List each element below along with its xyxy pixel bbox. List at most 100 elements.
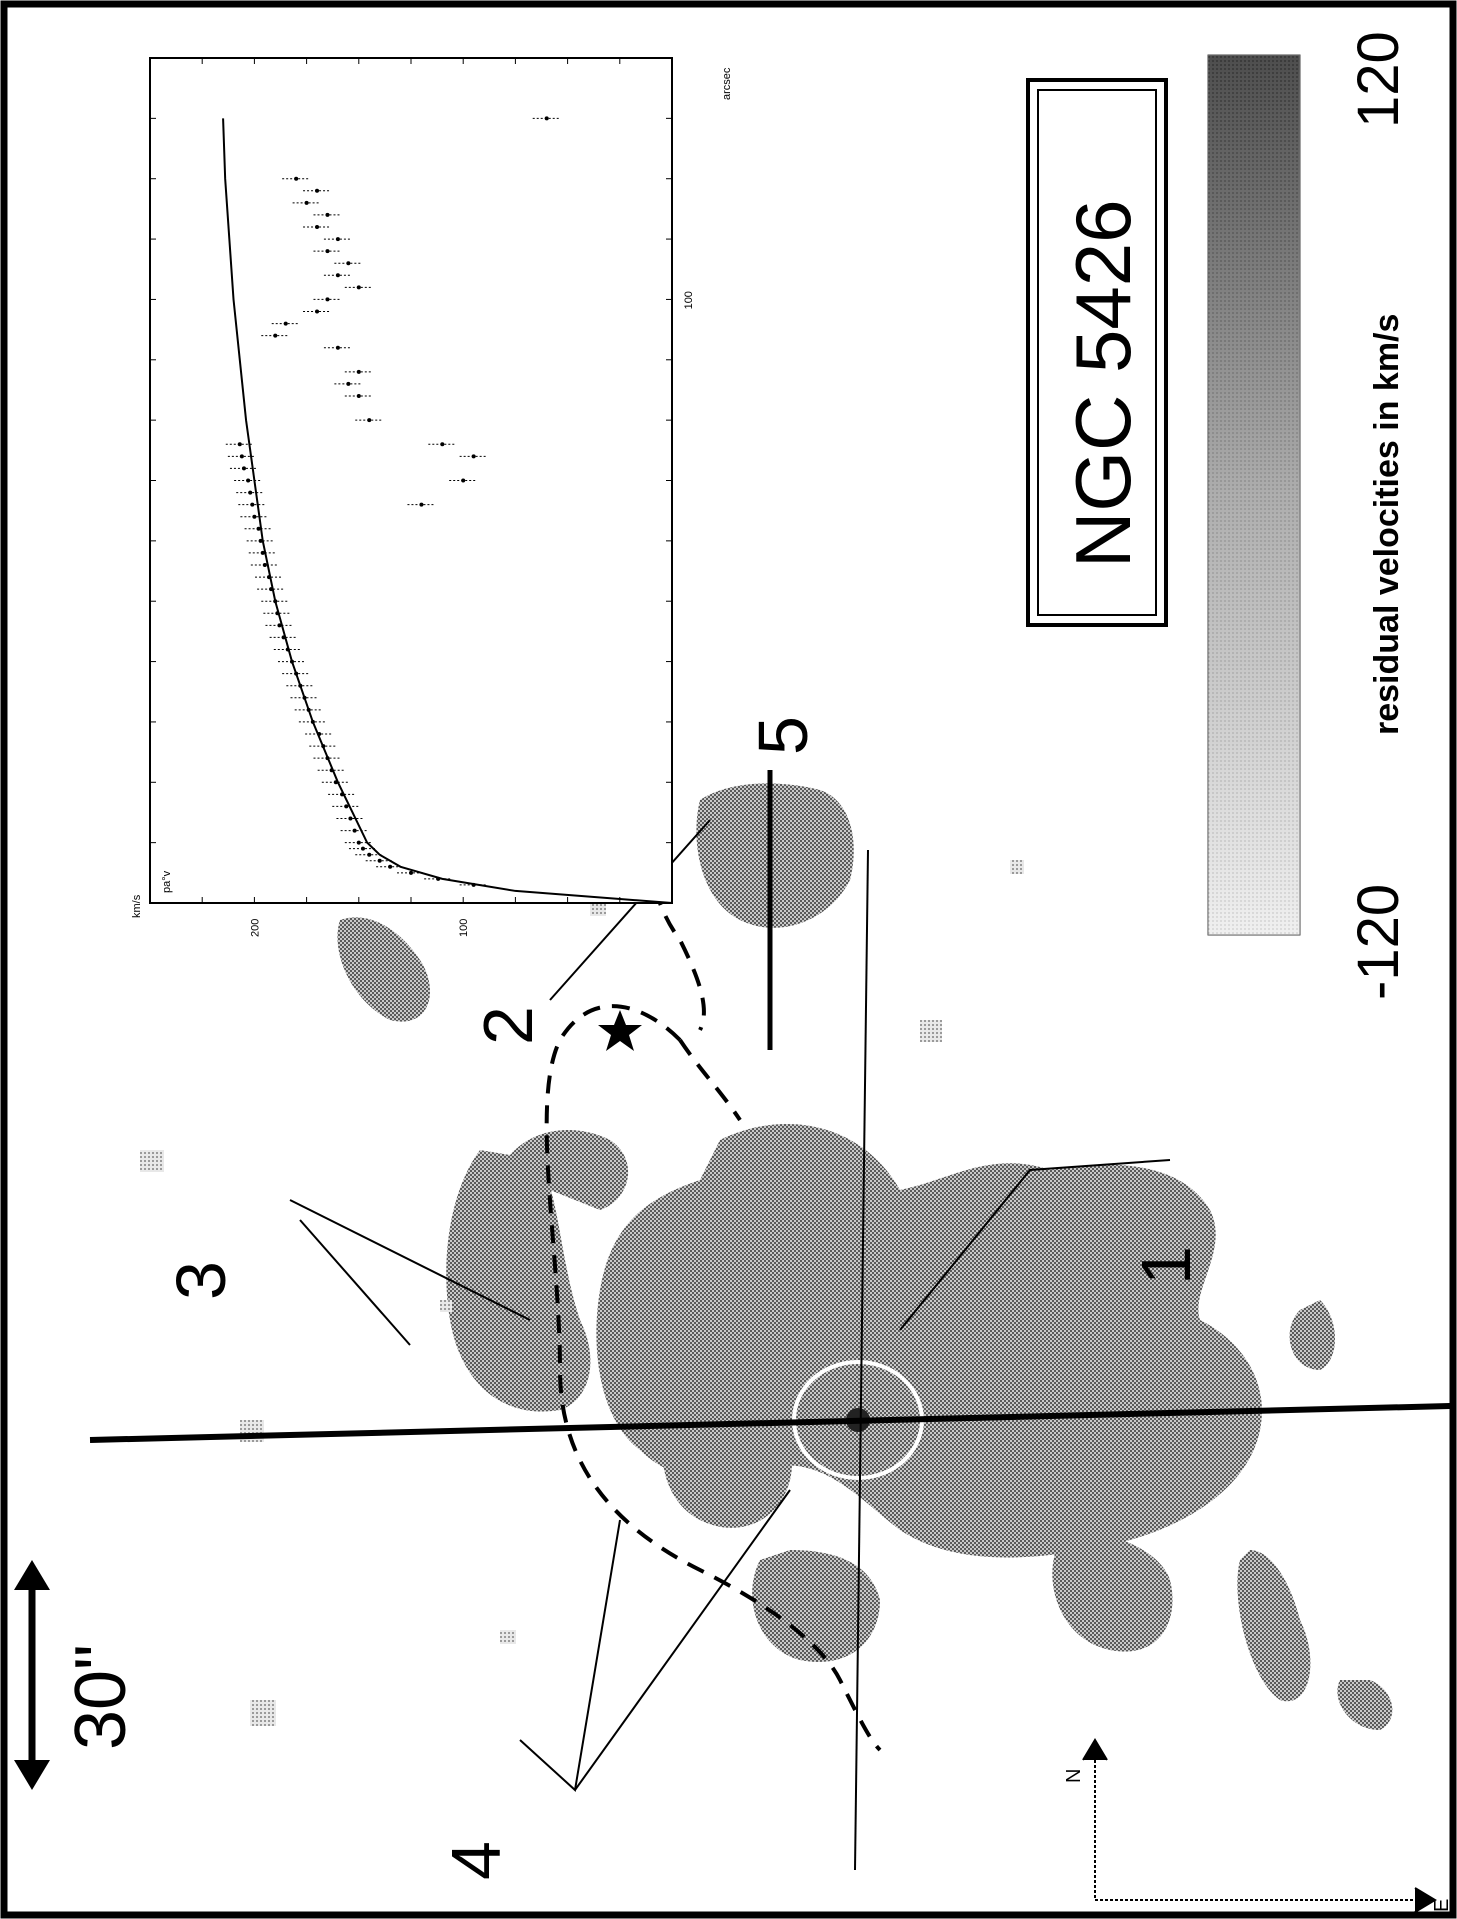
- leader-4b: [574, 1489, 791, 1791]
- data-point: [256, 526, 261, 531]
- data-point: [246, 478, 251, 483]
- data-point: [360, 846, 365, 851]
- data-point: [315, 225, 320, 229]
- data-point: [298, 683, 303, 688]
- arm-label-3: 3: [162, 1261, 240, 1300]
- data-point: [262, 563, 267, 567]
- data-point: [250, 502, 255, 507]
- scale-bar-arrow-bottom: [14, 1760, 50, 1790]
- data-point: [440, 442, 445, 447]
- x-tick-label: 100: [683, 291, 695, 309]
- rotation-curve-inset: 200 100 100 km/s arcsec pa°v: [131, 57, 733, 937]
- major-axis-line: [89, 1403, 1451, 1443]
- data-point: [419, 502, 424, 507]
- data-point: [239, 454, 244, 459]
- inset-frame: [149, 57, 673, 904]
- data-point: [260, 550, 265, 555]
- data-point: [344, 804, 349, 809]
- data-point: [329, 768, 334, 773]
- colorbar-dither-overlay: [1208, 55, 1300, 935]
- emission-region-north-1: [446, 1150, 591, 1412]
- emission-region-arm-2: [696, 783, 854, 928]
- data-point: [388, 864, 393, 869]
- data-point: [471, 454, 476, 459]
- data-point: [335, 273, 340, 278]
- dashed-ring-arc-2: [678, 1038, 742, 1122]
- inset-ticks: [149, 57, 673, 904]
- leader-2: [549, 819, 711, 1001]
- rotation-curve-line: [222, 118, 673, 904]
- data-point: [335, 345, 340, 350]
- scale-bar-label: 30": [61, 1644, 141, 1750]
- scale-bar: 30": [14, 1560, 141, 1790]
- arm-label-1: 1: [1127, 1246, 1205, 1285]
- arm-label-2: 2: [469, 1006, 547, 1045]
- data-point: [471, 882, 476, 887]
- velocity-map: 1 2 3 4 5 30" N E: [14, 716, 1453, 1913]
- data-point: [325, 297, 330, 302]
- data-point: [285, 647, 290, 652]
- data-point: [275, 611, 280, 616]
- data-point: [346, 261, 351, 266]
- data-point: [348, 816, 353, 821]
- inset-panel-tag: pa°v: [161, 870, 173, 893]
- data-point: [269, 587, 274, 592]
- data-point: [283, 321, 288, 326]
- data-point: [346, 381, 351, 386]
- minor-axis-line: [854, 849, 869, 1871]
- data-point: [252, 514, 257, 519]
- compass-north-arrow: [1082, 1738, 1108, 1761]
- data-point: [267, 575, 272, 580]
- title-box-outer: [1026, 78, 1168, 627]
- data-point: [315, 309, 320, 314]
- patch: [440, 1300, 452, 1312]
- data-point: [409, 870, 413, 875]
- patch: [250, 1700, 276, 1726]
- star-marker: [598, 1010, 642, 1051]
- patch: [140, 1150, 164, 1172]
- inset-x-axis-label: arcsec: [721, 67, 733, 100]
- data-point: [315, 188, 320, 193]
- y-tick-label: 100: [458, 919, 470, 937]
- data-point: [356, 840, 361, 845]
- compass-north-label: N: [1063, 1769, 1085, 1783]
- compass-east-arrow: [1414, 1887, 1437, 1913]
- compass-lines: [1094, 1745, 1430, 1901]
- rotation-curve-points: [225, 116, 561, 887]
- inset-x-tick-labels: 100: [683, 291, 695, 309]
- emission-region-south-3: [1289, 1300, 1335, 1370]
- data-point: [325, 249, 330, 254]
- data-point: [321, 744, 326, 749]
- data-point: [325, 756, 330, 761]
- data-point: [248, 490, 253, 495]
- data-point: [544, 116, 549, 121]
- arm-label-4: 4: [437, 1841, 515, 1880]
- data-point: [377, 858, 382, 863]
- inset-y-tick-labels: 200 100: [249, 919, 470, 937]
- emission-region-west-1: [337, 917, 430, 1022]
- colorbar-label: residual velocities in km/s: [1368, 314, 1406, 735]
- data-point: [367, 418, 372, 423]
- emission-region-south-1: [1052, 1534, 1173, 1652]
- leader-3a: [289, 1199, 531, 1321]
- colorbar: residual velocities in km/s -120 120: [1207, 31, 1411, 1000]
- colorbar-min-label: -120: [1346, 884, 1411, 1000]
- data-point: [352, 828, 357, 833]
- data-point: [367, 852, 372, 857]
- emission-region-north-2: [500, 1130, 629, 1210]
- emission-region-south-2: [1237, 1550, 1311, 1702]
- data-point: [333, 780, 338, 785]
- colorbar-max-label: 120: [1346, 31, 1411, 128]
- data-point: [294, 176, 299, 181]
- data-point: [302, 695, 307, 700]
- data-point: [304, 200, 309, 205]
- label-leader-lines: [289, 770, 1171, 1792]
- y-tick-label: 200: [249, 919, 261, 937]
- data-point: [277, 623, 282, 628]
- data-point: [356, 369, 361, 374]
- data-point: [281, 635, 286, 640]
- title-box-inner: [1037, 89, 1157, 616]
- data-point: [273, 333, 278, 338]
- data-point: [436, 876, 441, 881]
- data-point: [461, 478, 466, 483]
